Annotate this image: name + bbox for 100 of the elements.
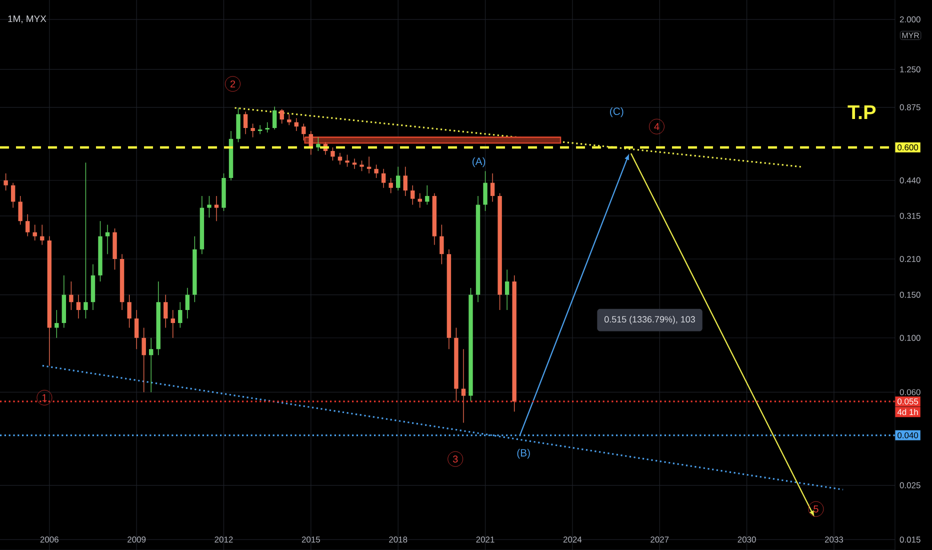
candlestick xyxy=(446,248,452,350)
candlestick xyxy=(105,224,110,254)
candlestick xyxy=(345,154,350,168)
candlestick xyxy=(54,310,59,338)
annotation: (B) xyxy=(517,448,530,459)
candlestick xyxy=(192,236,197,302)
candlestick xyxy=(374,164,378,178)
candlestick xyxy=(440,224,444,265)
y-tick-label: 0.060 xyxy=(900,389,920,396)
candlestick xyxy=(127,294,132,328)
y-tick-label: 0.440 xyxy=(900,177,920,184)
candlestick xyxy=(250,123,255,138)
candlestick xyxy=(396,166,400,191)
y-tick-label: 0.875 xyxy=(900,104,920,110)
candlestick xyxy=(26,214,30,237)
x-tick-label: 2021 xyxy=(476,536,494,543)
annotation: 0.515 (1336.79%), 103 xyxy=(604,316,695,324)
candlestick xyxy=(69,281,74,310)
candlestick xyxy=(483,170,488,212)
y-tick-label: 0.100 xyxy=(900,334,920,341)
candlestick xyxy=(381,168,386,188)
annotation: 5 xyxy=(814,506,818,512)
ref-line-label: 0.040 xyxy=(898,432,918,438)
candlestick xyxy=(403,166,408,196)
candlestick xyxy=(316,136,320,152)
candlestick xyxy=(504,269,510,310)
candlestick xyxy=(258,124,262,134)
annotation: T.P xyxy=(848,105,876,120)
candlestick xyxy=(476,196,480,302)
candlestick xyxy=(120,254,124,310)
candlestick xyxy=(468,288,473,402)
x-tick-label: 2024 xyxy=(563,536,582,543)
annotation: (A) xyxy=(472,157,486,168)
candlestick xyxy=(156,281,160,356)
candlestick xyxy=(352,158,357,170)
text: 4d 1h xyxy=(897,408,918,416)
candlestick xyxy=(98,220,102,282)
candlestick xyxy=(287,114,292,126)
x-tick-label: 2027 xyxy=(650,536,669,543)
candlestick xyxy=(265,122,270,133)
x-tick-label: 2015 xyxy=(302,536,320,543)
candlestick xyxy=(330,147,335,161)
annotation: 4 xyxy=(654,123,660,130)
candlestick xyxy=(47,236,52,366)
x-tick-label: 2012 xyxy=(214,536,233,543)
candlestick xyxy=(90,264,96,310)
x-tick-label: 2009 xyxy=(128,536,146,543)
candlestick xyxy=(490,173,495,202)
candlestick xyxy=(164,294,168,328)
candlestick xyxy=(170,310,175,338)
candlestick xyxy=(149,338,154,393)
candlestick xyxy=(4,173,8,191)
candlestick xyxy=(214,196,219,222)
candlestick xyxy=(32,224,37,241)
candlestick xyxy=(76,294,81,319)
candlestick xyxy=(272,106,277,130)
candlestick xyxy=(280,108,284,124)
ref-line-label: 0.055 xyxy=(898,398,918,404)
candlestick xyxy=(302,123,306,141)
y-tick-label: 0.150 xyxy=(900,292,920,298)
y-tick-label: 0.015 xyxy=(900,536,920,543)
candlestick xyxy=(388,178,393,194)
x-tick-label: 2018 xyxy=(389,536,408,543)
candlestick xyxy=(461,348,466,424)
text: 1M, MYX xyxy=(8,16,46,24)
candlestick xyxy=(222,173,226,212)
candlestick xyxy=(62,275,66,328)
candlestick xyxy=(142,327,146,393)
y-tick-label: 1.250 xyxy=(900,66,920,72)
candlestick xyxy=(178,302,182,328)
candlestick xyxy=(308,130,314,156)
candlestick xyxy=(512,275,516,412)
x-tick-label: 2033 xyxy=(824,536,844,543)
candlestick xyxy=(338,152,342,166)
annotation: 3 xyxy=(452,456,458,463)
candlestick xyxy=(498,192,502,310)
y-tick-label: 0.025 xyxy=(900,482,920,488)
candlestick xyxy=(134,310,139,350)
candlestick xyxy=(360,160,364,172)
candlestick xyxy=(410,184,415,206)
candlestick xyxy=(207,196,212,218)
y-tick-label: 0.210 xyxy=(900,256,920,262)
candlestick xyxy=(200,196,204,254)
candlestick xyxy=(228,130,234,181)
ref-line-label: 0.600 xyxy=(898,144,918,150)
y-tick-label: 0.315 xyxy=(900,212,920,219)
annotation: 2 xyxy=(230,80,236,88)
candlestick xyxy=(40,224,44,246)
annotation: (C) xyxy=(610,107,624,118)
candlestick xyxy=(112,228,117,270)
candlestick xyxy=(84,162,88,319)
x-tick-label: 2030 xyxy=(738,536,756,543)
candlestick xyxy=(10,182,16,208)
candlestick xyxy=(432,192,437,246)
candlestick xyxy=(454,327,458,402)
candlestick xyxy=(236,108,240,143)
candlestick xyxy=(243,111,248,134)
annotation: 1 xyxy=(42,394,47,402)
candlestick xyxy=(18,196,22,226)
candlestick xyxy=(185,288,190,319)
